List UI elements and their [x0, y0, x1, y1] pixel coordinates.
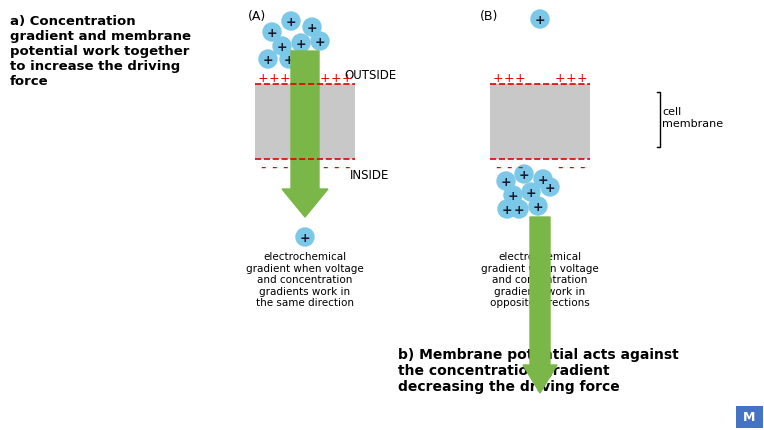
Text: M: M	[743, 411, 755, 424]
Circle shape	[534, 171, 552, 189]
Text: electrochemical
gradient when voltage
and concentration
gradients work in
opposi: electrochemical gradient when voltage an…	[481, 252, 599, 308]
Text: +: +	[306, 22, 317, 34]
Text: -: -	[261, 159, 266, 174]
Circle shape	[510, 200, 528, 218]
Circle shape	[531, 11, 549, 29]
Text: electrochemical
gradient when voltage
and concentration
gradients work in
the sa: electrochemical gradient when voltage an…	[246, 252, 364, 308]
Circle shape	[497, 172, 515, 190]
Circle shape	[303, 19, 321, 37]
Text: +: +	[513, 203, 524, 216]
Bar	[255, 85, 355, 160]
Text: -: -	[517, 159, 523, 174]
Text: +: +	[267, 26, 277, 40]
Circle shape	[515, 166, 533, 184]
Text: +: +	[331, 71, 342, 84]
Circle shape	[282, 13, 300, 31]
Circle shape	[498, 200, 516, 218]
Text: -: -	[507, 159, 512, 174]
Text: -: -	[568, 159, 574, 174]
Text: +: +	[545, 181, 555, 194]
Circle shape	[280, 51, 298, 69]
Text: +: +	[493, 71, 503, 84]
Text: +: +	[296, 37, 306, 50]
Text: +: +	[565, 71, 576, 84]
Text: +: +	[269, 71, 280, 84]
FancyArrow shape	[523, 218, 557, 393]
Circle shape	[522, 184, 540, 202]
Text: +: +	[315, 35, 325, 49]
Text: +: +	[555, 71, 565, 84]
Text: -: -	[333, 159, 338, 174]
Text: a) Concentration
gradient and membrane
potential work together
to increase the d: a) Concentration gradient and membrane p…	[10, 15, 191, 88]
Text: -: -	[322, 159, 328, 174]
Text: +: +	[280, 71, 290, 84]
Text: +: +	[538, 173, 549, 186]
Bar	[490, 85, 590, 160]
Text: b) Membrane potential acts against
the concentration gradient
decreasing the dri: b) Membrane potential acts against the c…	[398, 347, 678, 393]
Circle shape	[292, 35, 310, 53]
Text: +: +	[515, 71, 526, 84]
Text: OUTSIDE: OUTSIDE	[344, 68, 396, 81]
Text: cell
membrane: cell membrane	[662, 107, 723, 129]
Text: +: +	[286, 15, 296, 28]
FancyArrow shape	[282, 52, 328, 218]
Text: +: +	[503, 71, 514, 84]
Text: +: +	[533, 200, 543, 213]
Text: +: +	[299, 231, 310, 244]
Bar	[736, 406, 763, 428]
Text: +: +	[342, 71, 352, 84]
Circle shape	[311, 33, 329, 51]
Circle shape	[541, 178, 559, 197]
Text: +: +	[502, 203, 513, 216]
Text: +: +	[283, 53, 294, 66]
Text: (A): (A)	[248, 10, 266, 23]
Text: INSIDE: INSIDE	[351, 168, 390, 181]
Circle shape	[296, 228, 314, 246]
Text: -: -	[271, 159, 277, 174]
Text: -: -	[282, 159, 288, 174]
Circle shape	[263, 24, 281, 42]
Circle shape	[504, 187, 522, 205]
Circle shape	[529, 197, 547, 215]
Text: -: -	[579, 159, 584, 174]
Text: +: +	[508, 189, 518, 202]
Text: +: +	[535, 13, 545, 26]
Text: +: +	[519, 168, 529, 181]
Text: (B): (B)	[480, 10, 498, 23]
Text: -: -	[557, 159, 563, 174]
Circle shape	[273, 38, 291, 56]
Text: +: +	[263, 53, 274, 66]
Text: +: +	[500, 175, 511, 188]
Text: +: +	[277, 40, 287, 53]
Text: -: -	[495, 159, 500, 174]
Text: +: +	[319, 71, 330, 84]
Text: +: +	[577, 71, 588, 84]
Circle shape	[259, 51, 277, 69]
Text: +: +	[526, 186, 536, 199]
Text: +: +	[257, 71, 268, 84]
Text: -: -	[345, 159, 350, 174]
